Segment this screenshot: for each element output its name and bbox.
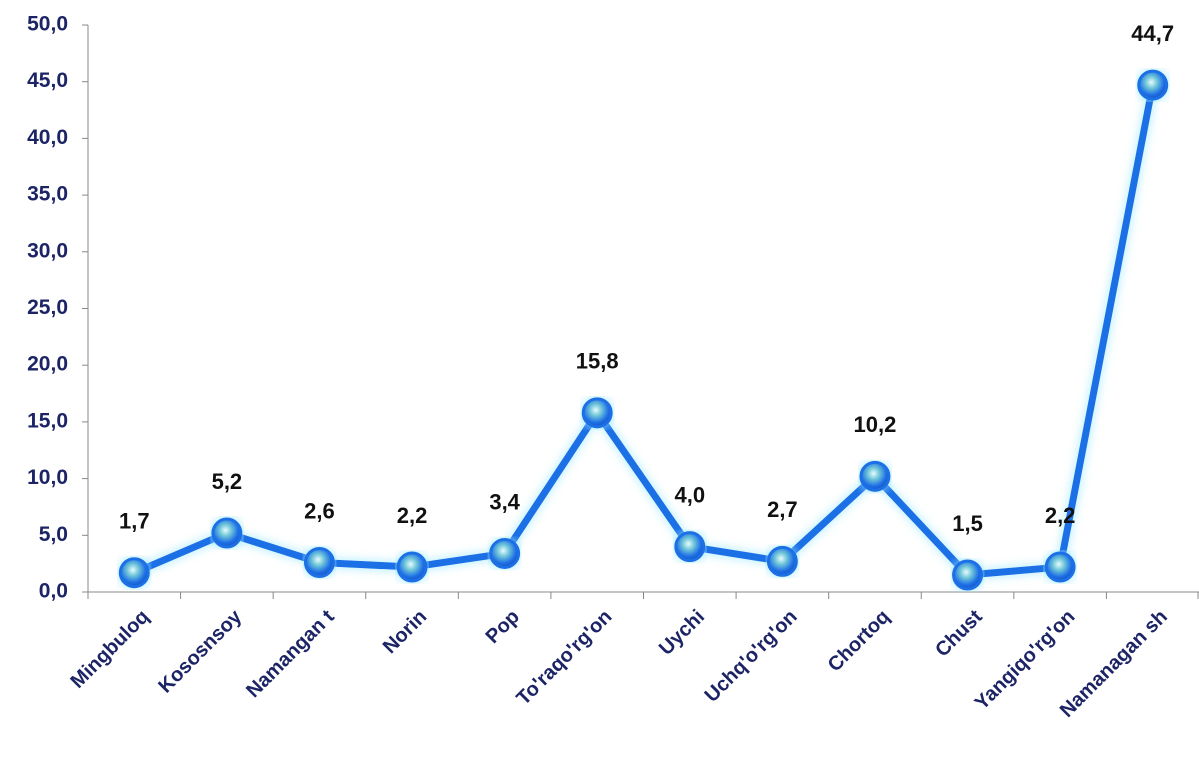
- x-tick-label: To'raqo'rg'on: [513, 606, 617, 710]
- data-label: 2,7: [767, 497, 798, 522]
- marker: [1137, 69, 1169, 101]
- marker: [303, 547, 335, 579]
- y-tick-label: 45,0: [27, 69, 68, 92]
- data-label: 2,2: [397, 503, 428, 528]
- y-tick-label: 10,0: [27, 466, 68, 489]
- data-label: 1,7: [119, 509, 150, 534]
- marker: [489, 537, 521, 569]
- y-tick-label: 5,0: [39, 523, 68, 546]
- x-tick-label: Namangan t: [242, 605, 339, 702]
- marker: [674, 531, 706, 563]
- marker: [396, 551, 428, 583]
- marker: [859, 460, 891, 492]
- y-tick-label: 15,0: [27, 409, 68, 432]
- x-tick-label: Norin: [379, 606, 431, 658]
- x-tick-label: Pop: [482, 606, 524, 648]
- x-tick-label: Uchq'o'rg'on: [701, 606, 802, 707]
- data-label: 1,5: [952, 511, 983, 536]
- data-label: 10,2: [854, 412, 897, 437]
- x-tick-label: Uychi: [655, 606, 709, 660]
- marker: [211, 517, 243, 549]
- data-label: 15,8: [576, 349, 619, 374]
- y-tick-label: 50,0: [27, 13, 68, 36]
- data-label: 2,6: [304, 498, 335, 523]
- data-label: 44,7: [1131, 21, 1174, 46]
- marker: [766, 545, 798, 577]
- marker: [952, 559, 984, 591]
- x-tick-label: Chortoq: [824, 606, 895, 677]
- data-label: 5,2: [212, 469, 243, 494]
- line: [132, 84, 1157, 579]
- marker: [118, 557, 150, 589]
- data-label: 4,0: [674, 482, 705, 507]
- x-tick-label: Kososnsoy: [154, 605, 246, 697]
- data-label: 3,4: [489, 489, 520, 514]
- data-label: 2,2: [1045, 503, 1076, 528]
- y-tick-label: 20,0: [27, 353, 68, 376]
- marker: [1044, 551, 1076, 583]
- x-tick-label: Chust: [931, 605, 987, 661]
- y-tick-label: 25,0: [27, 296, 68, 319]
- y-tick-label: 40,0: [27, 126, 68, 149]
- x-tick-label: Mingbuloq: [67, 606, 154, 693]
- y-tick-label: 0,0: [39, 580, 68, 603]
- y-tick-label: 35,0: [27, 183, 68, 206]
- marker: [581, 397, 613, 429]
- y-tick-label: 30,0: [27, 239, 68, 262]
